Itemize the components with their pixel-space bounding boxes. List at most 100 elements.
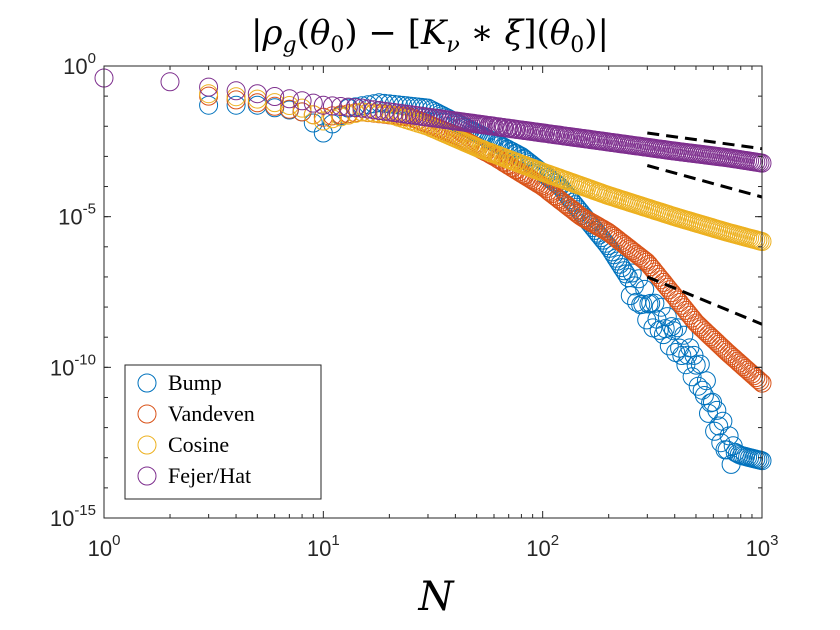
legend-label: Bump: [168, 370, 222, 395]
data-point: [577, 210, 597, 230]
data-point: [279, 89, 299, 109]
data-point: [629, 269, 649, 289]
data-point: [639, 255, 659, 274]
reference-line-2: [646, 164, 763, 199]
data-point: [602, 225, 622, 245]
data-point: [662, 283, 682, 303]
data-point: [688, 315, 708, 335]
data-point: [701, 327, 721, 347]
data-point: [552, 192, 572, 212]
data-point: [199, 77, 219, 97]
data-point: [694, 321, 714, 341]
data-point: [686, 313, 706, 333]
data-point: [676, 300, 696, 320]
reference-line-3: [646, 275, 763, 326]
x-tick-label: 103: [746, 532, 779, 561]
data-point: [678, 303, 698, 323]
legend-label: Cosine: [168, 432, 229, 457]
data-point: [674, 325, 694, 345]
data-point: [226, 95, 246, 115]
y-tick-label: 10-10: [50, 351, 96, 380]
data-point: [707, 400, 727, 420]
data-point: [670, 293, 690, 312]
data-point: [696, 323, 716, 343]
data-point: [668, 318, 687, 338]
data-point: [664, 321, 683, 341]
data-point: [709, 416, 729, 436]
data-point: [705, 330, 725, 350]
data-point: [345, 98, 365, 118]
data-point: [645, 293, 665, 313]
data-point: [750, 371, 770, 391]
y-tick-label: 10-15: [50, 502, 96, 531]
data-point: [358, 99, 378, 119]
data-point: [633, 249, 653, 269]
data-point: [622, 263, 642, 283]
data-point: [711, 336, 731, 356]
data-point: [709, 334, 729, 354]
data-point: [744, 366, 764, 386]
data-point: [555, 194, 575, 214]
legend: Bump Vandeven Cosine Fejer/Hat: [124, 364, 322, 500]
x-tick-label: 100: [88, 532, 121, 561]
chart-title: |ρg(θ0) − [Kν ∗ ξ](θ0)|: [251, 13, 609, 58]
y-tick-label: 100: [63, 50, 96, 79]
series-cosine: [199, 84, 772, 251]
data-point: [672, 346, 692, 365]
data-point: [684, 310, 704, 330]
data-point: [226, 81, 246, 101]
data-point: [705, 421, 725, 441]
x-axis-label: N: [418, 574, 456, 620]
data-point: [364, 100, 384, 120]
data-point: [292, 98, 312, 118]
data-point: [659, 280, 679, 300]
data-point: [653, 272, 673, 292]
data-point: [614, 261, 634, 281]
data-point: [633, 294, 653, 314]
data-point: [614, 234, 634, 254]
axis-ticks: 100 101 102 103 100 10-5 10-10 10-15: [50, 50, 779, 561]
x-tick-label: 102: [526, 532, 559, 561]
data-point: [690, 354, 710, 374]
data-point: [303, 113, 323, 133]
data-point: [279, 96, 299, 115]
data-point: [331, 97, 351, 116]
data-point: [719, 426, 739, 446]
series-fejer-hat: [94, 68, 772, 173]
data-point: [699, 325, 718, 345]
data-point: [703, 328, 722, 348]
data-point: [292, 91, 312, 111]
data-point: [226, 90, 246, 110]
data-point: [678, 345, 698, 365]
data-point: [651, 297, 671, 317]
data-point: [303, 105, 323, 125]
data-point: [717, 440, 737, 460]
data-point: [674, 298, 694, 318]
data-point: [746, 368, 766, 388]
y-tick-label: 10-5: [58, 201, 96, 230]
x-tick-label: 101: [307, 532, 340, 561]
legend-box: [124, 364, 322, 500]
data-point: [303, 93, 323, 113]
legend-marker: [137, 466, 157, 486]
legend-marker: [137, 435, 157, 455]
data-point: [694, 386, 714, 405]
legend-marker: [137, 373, 157, 393]
data-point: [226, 87, 246, 107]
data-point: [265, 93, 285, 113]
data-point: [313, 95, 333, 115]
legend-marker: [137, 404, 157, 424]
data-point: [647, 265, 667, 284]
data-point: [369, 101, 389, 120]
data-point: [612, 258, 632, 278]
legend-label: Fejer/Hat: [168, 463, 251, 488]
data-point: [265, 87, 285, 106]
data-point: [375, 101, 394, 121]
data-point: [160, 72, 180, 92]
data-point: [635, 279, 655, 299]
data-point: [748, 370, 768, 389]
data-point: [659, 336, 679, 356]
data-point: [657, 307, 677, 327]
data-point: [713, 411, 733, 431]
